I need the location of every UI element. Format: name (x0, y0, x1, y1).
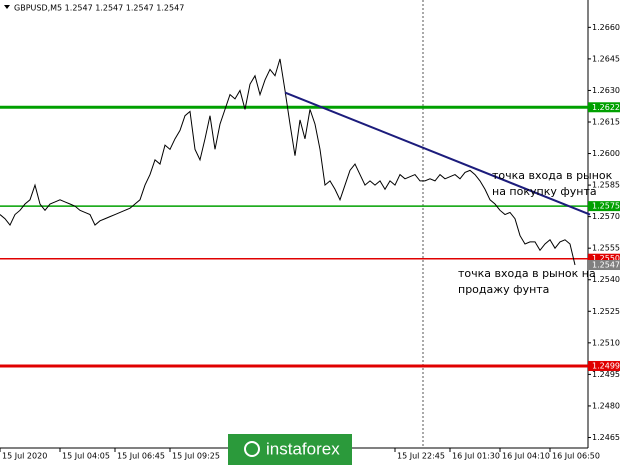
y-tick-label: 1.2660 (592, 23, 620, 32)
price-label-box (588, 253, 620, 264)
price-label-box (588, 360, 620, 371)
price-label: 1.2622 (592, 103, 620, 112)
price-label: 1.2547 (592, 261, 620, 270)
plot-area (0, 0, 588, 448)
price-label: 1.2575 (592, 202, 620, 211)
price-label-box (588, 260, 620, 271)
y-tick-label: 1.2645 (592, 54, 620, 63)
annotation: на покупку фунта (492, 185, 597, 198)
x-tick-label: 16 Jul 01:30 (452, 452, 500, 461)
annotation: продажу фунта (458, 283, 549, 296)
x-tick-label: 15 Jul 2020 (2, 452, 47, 461)
price-label-box (588, 102, 620, 113)
x-tick-label: 16 Jul 04:10 (502, 452, 550, 461)
x-tick-label: 15 Jul 06:45 (117, 452, 165, 461)
price-label: 1.2550 (592, 254, 620, 263)
y-tick-label: 1.2540 (592, 275, 620, 284)
annotation: точка входа в рынок (492, 169, 613, 182)
y-tick-label: 1.2555 (592, 244, 620, 253)
y-tick-label: 1.2570 (592, 212, 620, 221)
price-label-box (588, 201, 620, 212)
y-tick-label: 1.2465 (592, 433, 620, 442)
y-tick-label: 1.2480 (592, 401, 620, 410)
y-tick-label: 1.2615 (592, 117, 620, 126)
y-tick-label: 1.2585 (592, 181, 620, 190)
watermark-text: instaforex (266, 439, 340, 458)
title-icon (4, 5, 10, 9)
x-tick-label: 15 Jul 04:05 (62, 452, 110, 461)
trend-line (284, 91, 591, 216)
watermark-logo (244, 441, 260, 457)
watermark: instaforex (228, 434, 352, 465)
y-tick-label: 1.2510 (592, 338, 620, 347)
y-tick-label: 1.2630 (592, 86, 620, 95)
y-tick-label: 1.2525 (592, 307, 620, 316)
x-tick-label: 16 Jul 06:50 (552, 452, 600, 461)
chart-title: GBPUSD,M5 1.2547 1.2547 1.2547 1.2547 (14, 4, 184, 13)
y-tick-label: 1.2495 (592, 370, 620, 379)
x-tick-label: 15 Jul 09:25 (172, 452, 220, 461)
price-label: 1.2499 (592, 361, 620, 370)
price-line (0, 58, 576, 266)
watermark-box (228, 434, 352, 465)
annotation: точка входа в рынок на (458, 267, 596, 280)
x-tick-label: 15 Jul 22:45 (397, 452, 445, 461)
y-tick-label: 1.2600 (592, 149, 620, 158)
